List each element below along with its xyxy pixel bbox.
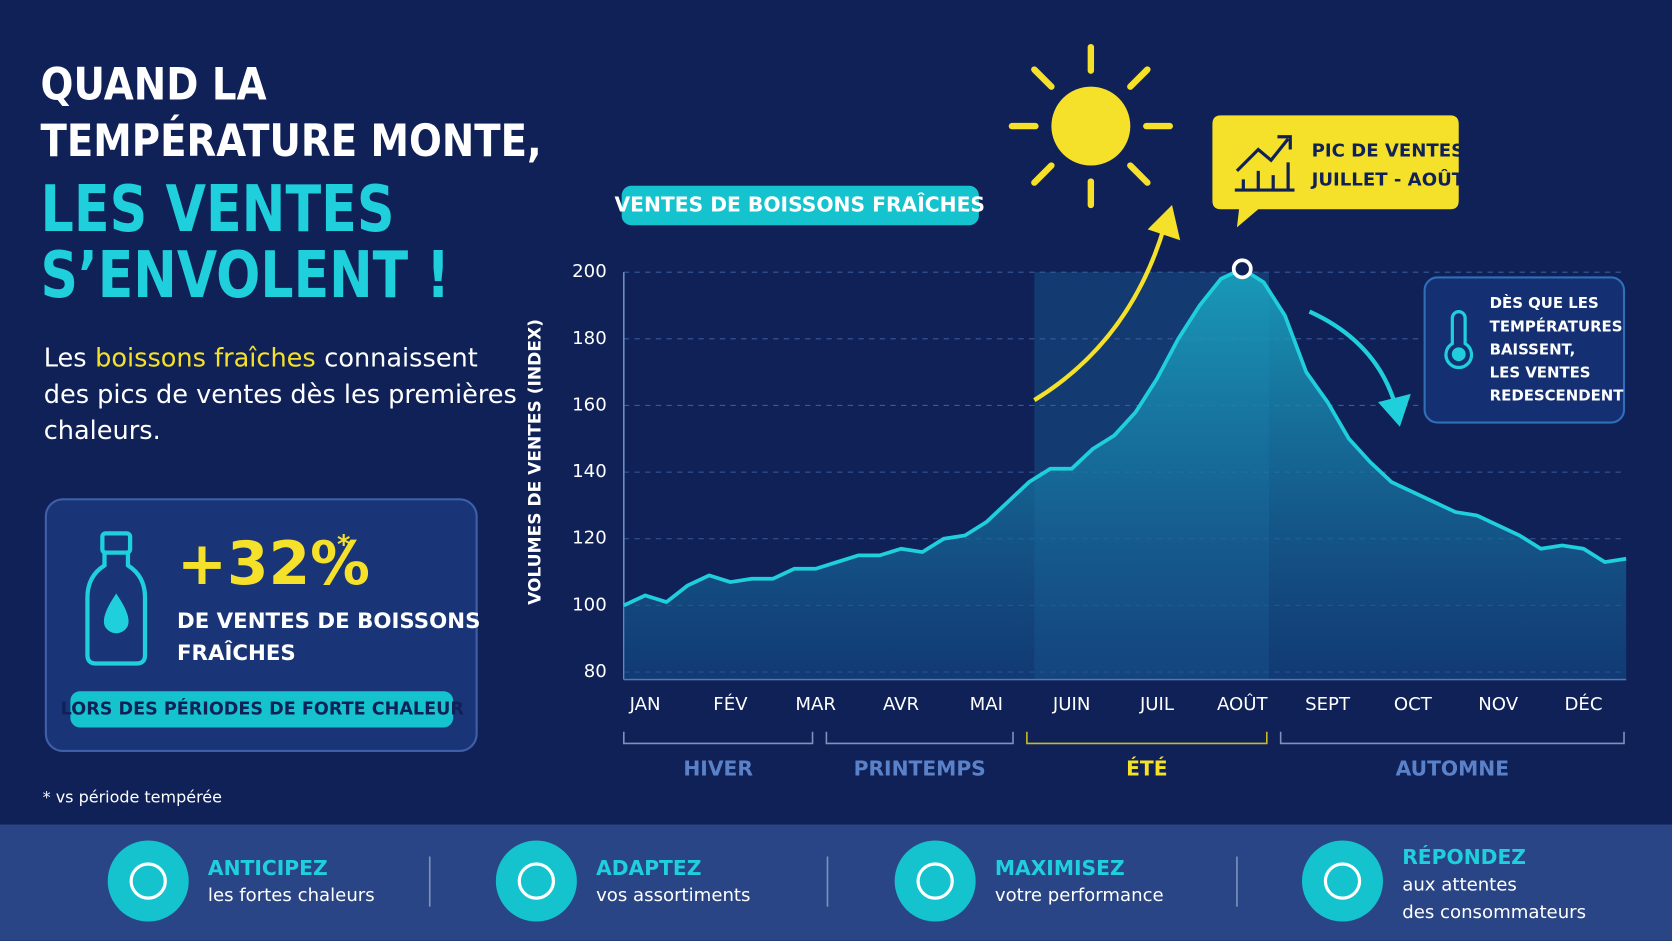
footer-text: aux attentes xyxy=(1402,874,1517,895)
x-tick-label: JUIN xyxy=(1052,694,1090,715)
x-tick-label: JUIL xyxy=(1139,694,1174,715)
footer-text: vos assortiments xyxy=(596,885,750,906)
intro: des pics de ventes dès les premières xyxy=(44,380,517,410)
x-tick-label: JAN xyxy=(629,694,661,715)
y-tick-label: 200 xyxy=(572,261,607,282)
footnote: * vs période tempérée xyxy=(43,787,222,806)
footer-icon-bg xyxy=(107,840,189,922)
footer-title: RÉPONDEZ xyxy=(1402,845,1526,869)
season-label: AUTOMNE xyxy=(1396,757,1509,781)
x-tick-label: NOV xyxy=(1478,694,1518,715)
y-tick-label: 120 xyxy=(572,528,607,549)
x-tick-label: OCT xyxy=(1394,694,1433,715)
peak-text: JUILLET - AOÛT xyxy=(1310,168,1465,190)
x-tick-label: AVR xyxy=(883,694,920,715)
intro-highlight: boissons fraîches xyxy=(95,344,316,374)
chart-title-pill xyxy=(621,185,979,226)
footer-icon xyxy=(129,862,167,900)
intro-text: connaissent xyxy=(324,344,478,374)
footer-icon xyxy=(517,862,556,900)
season-bracket xyxy=(1279,731,1625,745)
peak-callout xyxy=(1212,115,1459,228)
intro: chaleurs. xyxy=(44,416,161,446)
badge xyxy=(70,691,454,728)
peak-marker xyxy=(1231,258,1253,280)
y-tick-label: 140 xyxy=(572,461,607,482)
season-bracket xyxy=(1026,731,1268,745)
y-tick-label: 80 xyxy=(584,661,607,682)
footer-text: votre performance xyxy=(995,885,1164,906)
season-label: ÉTÉ xyxy=(1126,757,1167,781)
season-label: HIVER xyxy=(683,757,753,781)
bottle-icon xyxy=(85,531,148,666)
y-axis-label: VOLUMES DE VENTES (INDEX) xyxy=(525,319,545,605)
x-tick-label: MAI xyxy=(970,694,1003,715)
plot: 80 100 120 140 160 180 200 JAN FÉV MAR AVR MAI JUIN J… xyxy=(572,258,1627,781)
x-tick-label: FÉV xyxy=(713,693,748,715)
x-tick-label: MAR xyxy=(795,694,836,715)
season-bracket xyxy=(623,731,814,745)
badge-text: LORS DES PÉRIODES DE FORTE CHALEUR xyxy=(61,697,465,719)
footer-title: MAXIMISEZ xyxy=(995,856,1125,880)
footer-title: ADAPTEZ xyxy=(596,856,701,880)
thermometer-icon xyxy=(1444,310,1474,370)
stat-mark: * xyxy=(337,530,350,560)
footer-icon-bg xyxy=(495,840,577,922)
season-bracket xyxy=(825,731,1014,745)
x-tick-label: AOÛT xyxy=(1217,693,1269,715)
footer-icon xyxy=(916,862,954,900)
x-tick-label: DÉC xyxy=(1564,693,1602,715)
y-tick-label: 180 xyxy=(572,328,607,349)
footer-icon-bg xyxy=(894,840,976,922)
footer-icon-bg xyxy=(1301,840,1384,922)
chart-title: VENTES DE BOISSONS FRAÎCHES xyxy=(614,193,985,217)
stat-box xyxy=(44,498,478,753)
footer-text: des consommateurs xyxy=(1402,902,1586,923)
drop-text: LES VENTES xyxy=(1490,364,1591,382)
sun xyxy=(1008,43,1173,209)
footer-icon xyxy=(1323,862,1362,900)
stat-value: +32% xyxy=(177,530,370,599)
y-tick-label: 100 xyxy=(572,594,607,615)
drop-callout xyxy=(1423,276,1626,424)
left-panel: QUAND LA TEMPÉRATURE MONTE, LES VENTES S… xyxy=(41,58,542,807)
x-tick-label: SEPT xyxy=(1305,694,1351,715)
headline-accent: LES VENTES xyxy=(41,173,395,247)
headline-accent: S’ENVOLENT ! xyxy=(41,239,450,313)
footer xyxy=(0,824,1672,941)
footer-text: les fortes chaleurs xyxy=(208,885,375,906)
y-tick-label: 160 xyxy=(572,394,607,415)
peak-text: PIC DE VENTES xyxy=(1312,141,1465,162)
drop-text: DÈS QUE LES xyxy=(1490,294,1599,312)
growth-icon xyxy=(1234,135,1295,192)
headline: QUAND LA xyxy=(41,58,267,111)
stat-text: FRAÎCHES xyxy=(177,640,296,666)
intro: Les boissons fraîches connaissent xyxy=(44,344,478,374)
area xyxy=(623,268,1627,680)
stat-text: DE VENTES DE BOISSONS xyxy=(177,609,480,634)
drop-text: TEMPÉRATURES xyxy=(1490,317,1623,335)
season-label: PRINTEMPS xyxy=(854,757,986,781)
intro-text: Les xyxy=(44,344,87,374)
arrows xyxy=(1033,205,1411,427)
drop-text: REDESCENDENT xyxy=(1490,387,1625,405)
line xyxy=(623,266,1627,608)
drop-text: BAISSENT, xyxy=(1490,340,1576,358)
headline: TEMPÉRATURE MONTE, xyxy=(41,114,542,167)
footer-title: ANTICIPEZ xyxy=(208,856,328,880)
